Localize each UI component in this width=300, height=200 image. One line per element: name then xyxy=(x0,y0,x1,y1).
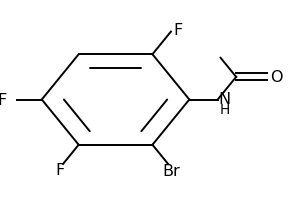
Text: H: H xyxy=(220,102,230,116)
Text: O: O xyxy=(270,70,282,85)
Text: F: F xyxy=(173,23,183,38)
Text: F: F xyxy=(56,163,65,178)
Text: N: N xyxy=(219,92,231,106)
Text: Br: Br xyxy=(162,164,180,179)
Text: F: F xyxy=(0,93,7,107)
